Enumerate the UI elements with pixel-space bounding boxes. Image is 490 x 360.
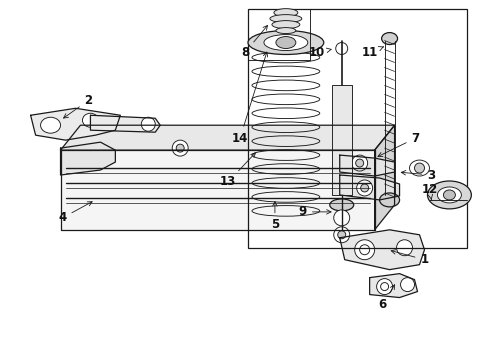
Ellipse shape (264, 35, 308, 50)
Ellipse shape (41, 117, 61, 133)
Ellipse shape (356, 159, 364, 167)
Ellipse shape (82, 113, 98, 127)
Polygon shape (340, 175, 399, 200)
Polygon shape (340, 155, 394, 176)
Text: 12: 12 (421, 184, 438, 199)
Polygon shape (91, 115, 160, 132)
Ellipse shape (415, 163, 424, 173)
Text: 2: 2 (64, 94, 93, 118)
Ellipse shape (334, 227, 350, 243)
Text: 13: 13 (220, 153, 255, 189)
Text: 11: 11 (362, 46, 383, 59)
Polygon shape (340, 230, 424, 270)
Text: 1: 1 (391, 250, 429, 266)
Text: 9: 9 (299, 205, 331, 219)
Text: 10: 10 (309, 46, 331, 59)
Ellipse shape (361, 184, 368, 192)
Text: 3: 3 (401, 168, 436, 181)
Ellipse shape (338, 231, 346, 239)
Ellipse shape (443, 190, 455, 200)
Ellipse shape (272, 21, 300, 28)
Bar (248, 9, 467, 248)
Text: 4: 4 (58, 202, 92, 224)
Ellipse shape (381, 283, 389, 291)
Ellipse shape (336, 42, 348, 54)
Ellipse shape (352, 155, 368, 171)
Ellipse shape (334, 210, 350, 226)
Ellipse shape (270, 15, 302, 23)
Ellipse shape (276, 28, 296, 33)
Ellipse shape (248, 31, 324, 54)
Ellipse shape (276, 37, 296, 49)
Text: 6: 6 (378, 285, 394, 311)
Ellipse shape (438, 187, 462, 203)
Ellipse shape (176, 144, 184, 152)
Ellipse shape (357, 180, 372, 196)
Ellipse shape (396, 240, 413, 256)
Polygon shape (375, 125, 394, 230)
Polygon shape (369, 274, 417, 298)
Ellipse shape (410, 160, 429, 176)
Ellipse shape (330, 199, 354, 211)
Polygon shape (61, 142, 115, 175)
Ellipse shape (377, 279, 392, 294)
Ellipse shape (274, 9, 298, 17)
Ellipse shape (427, 181, 471, 209)
Polygon shape (61, 125, 394, 150)
Text: 8: 8 (241, 26, 268, 59)
Ellipse shape (382, 32, 397, 45)
Ellipse shape (360, 245, 369, 255)
Ellipse shape (400, 278, 415, 292)
Text: 14: 14 (232, 52, 268, 145)
Ellipse shape (141, 117, 155, 131)
Polygon shape (61, 150, 375, 230)
Ellipse shape (355, 240, 375, 260)
Ellipse shape (380, 193, 399, 207)
Polygon shape (30, 108, 121, 140)
Text: 7: 7 (378, 132, 419, 157)
Ellipse shape (172, 140, 188, 156)
Bar (332, 85, 352, 195)
Text: 5: 5 (271, 202, 279, 231)
